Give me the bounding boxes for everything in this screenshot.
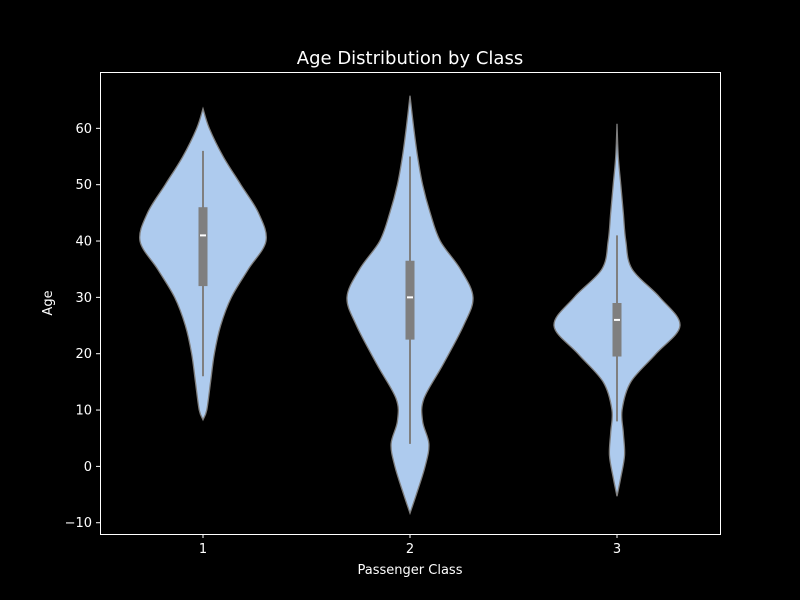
y-tick-label: −10 (65, 516, 92, 531)
x-tick-label: 2 (406, 542, 414, 557)
x-tick-label: 1 (199, 542, 207, 557)
y-tick-label: 50 (75, 178, 92, 193)
violin-2 (346, 95, 474, 516)
x-axis-label: Passenger Class (358, 563, 463, 578)
x-tick-label: 3 (613, 542, 621, 557)
chart-title: Age Distribution by Class (297, 48, 523, 69)
y-tick-label: 40 (75, 235, 92, 250)
iqr-box (405, 260, 415, 340)
violin-1 (139, 106, 267, 422)
x-axis: 1 2 3 (199, 534, 621, 557)
iqr-box (612, 303, 622, 357)
y-tick-label: 60 (75, 122, 92, 137)
plot-area (139, 95, 681, 516)
y-tick-label: 0 (84, 460, 92, 475)
y-tick-label: 10 (75, 404, 92, 419)
y-axis-label: Age (41, 290, 56, 315)
iqr-box (198, 207, 208, 287)
violin-3 (553, 123, 681, 497)
y-axis: −10 0 10 20 30 40 50 60 (65, 122, 100, 531)
y-tick-label: 30 (75, 291, 92, 306)
y-tick-label: 20 (75, 347, 92, 362)
